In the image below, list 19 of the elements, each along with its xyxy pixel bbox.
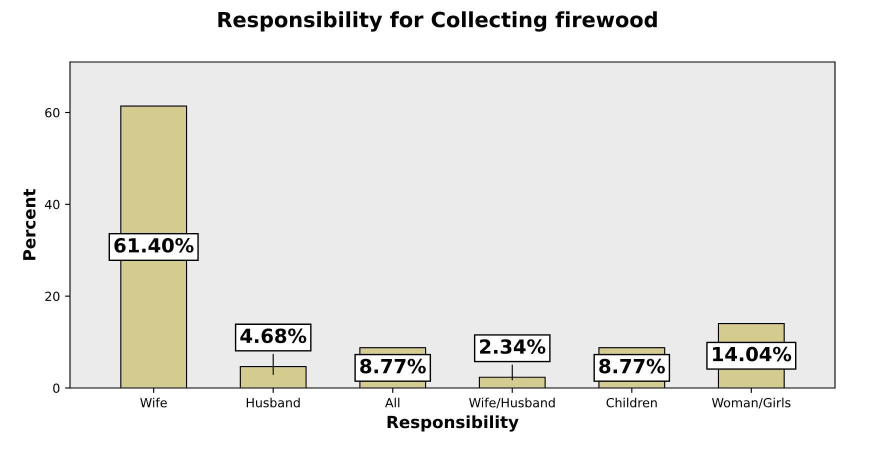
x-axis-title: Responsibility (388, 415, 519, 432)
y-tick-label: 0 (53, 383, 60, 393)
chart-title: Responsibility for Collecting firewood (218, 11, 657, 32)
y-axis-title: Percent (23, 189, 36, 260)
data-label: 61.40% (114, 238, 194, 253)
x-tick-label: Husband (246, 398, 300, 408)
x-tick-label: Wife (140, 398, 167, 408)
data-label: 4.68% (240, 328, 306, 344)
x-tick-label: All (385, 398, 400, 408)
y-tick-label: 20 (45, 292, 60, 302)
data-label: 2.34% (480, 339, 546, 354)
y-tick-label: 40 (44, 200, 60, 210)
x-tick-label: Woman/Girls (712, 398, 790, 408)
y-tick-label: 60 (45, 108, 60, 118)
data-label: 8.77% (599, 358, 665, 374)
data-label: 8.77% (360, 358, 426, 374)
x-tick-label: Children (606, 398, 657, 408)
data-label: 14.04% (713, 346, 792, 362)
x-tick-label: Wife/Husband (469, 398, 555, 408)
